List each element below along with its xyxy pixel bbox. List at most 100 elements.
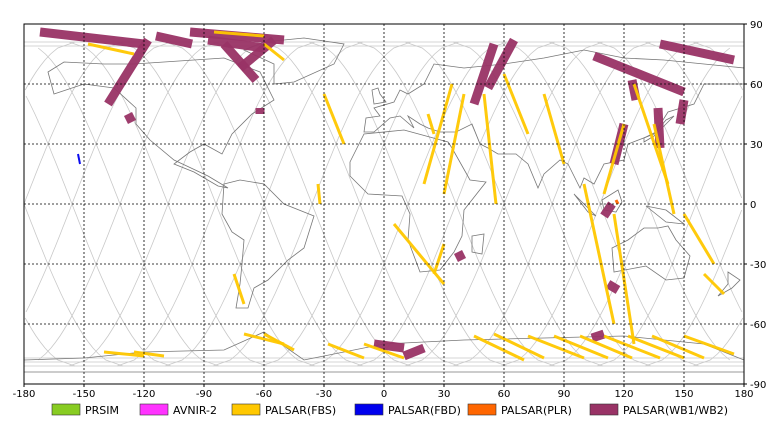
coastline <box>242 37 345 85</box>
coastline <box>573 193 597 217</box>
legend-label: PALSAR(FBS) <box>265 404 336 417</box>
grid-lines <box>24 24 744 384</box>
swath-wb <box>402 343 426 361</box>
swath-fbs <box>482 93 498 205</box>
swath-fbs <box>392 223 446 285</box>
swath-fbs <box>243 332 285 346</box>
swath-fbs <box>683 334 735 356</box>
swath-layer <box>39 27 735 362</box>
x-tick-label: 90 <box>558 389 571 400</box>
swath-fbs <box>682 213 716 265</box>
coastline <box>47 57 275 189</box>
swath-fbs <box>553 334 609 360</box>
swath-wb <box>592 51 686 97</box>
swath-fbd <box>77 153 81 165</box>
legend-label: PALSAR(PLR) <box>501 404 572 417</box>
x-tick-label: -150 <box>73 389 96 400</box>
coastline <box>471 233 485 255</box>
coastline <box>601 189 623 213</box>
swath-fbs <box>432 243 446 275</box>
swath-wb <box>220 41 260 83</box>
swath-fbs <box>316 183 322 205</box>
legend-label: AVNIR-2 <box>173 404 217 417</box>
swath-fbs <box>87 42 135 56</box>
swath-fbs <box>232 273 246 305</box>
x-tick-label: 0 <box>381 389 387 400</box>
swath-fbs <box>582 183 616 325</box>
swath-wb <box>469 42 499 106</box>
legend-swatch <box>231 403 261 416</box>
swath-wb <box>484 37 518 91</box>
swath-fbs <box>263 42 285 62</box>
swath-fbs <box>363 342 405 360</box>
swath-fbs <box>603 334 661 360</box>
swath-fbs <box>651 334 705 360</box>
swath-wb <box>653 107 665 149</box>
swath-fbs <box>602 123 626 195</box>
swath-wb <box>373 339 405 353</box>
y-tick-labels: -90 -60 -30 0 30 60 90 <box>744 20 766 391</box>
coastline <box>221 179 315 309</box>
swath-fbs <box>133 350 165 358</box>
coastline <box>611 225 691 281</box>
legend-label: PRSIM <box>85 404 119 417</box>
swath-fbs <box>493 332 545 360</box>
swath-wb <box>659 39 735 65</box>
swath-wb <box>605 280 621 294</box>
orbit-track <box>23 41 743 367</box>
x-tick-label: -120 <box>133 389 156 400</box>
swath-wb <box>627 79 641 101</box>
swath-fbs <box>527 334 585 360</box>
orbit-track <box>24 41 743 367</box>
swath-wb <box>675 99 689 125</box>
swath-fbs <box>473 334 525 362</box>
legend-swatch <box>354 403 384 416</box>
x-tick-label: -30 <box>316 389 332 400</box>
swath-fbs <box>422 83 454 185</box>
swath-fbs <box>579 334 633 360</box>
swath-fbs <box>542 93 566 165</box>
swath-fbs <box>426 113 436 135</box>
legend-swatch <box>467 403 497 416</box>
legend-label: PALSAR(FBD) <box>388 404 461 417</box>
orbit-track <box>548 41 731 361</box>
x-tick-label: 180 <box>734 389 753 400</box>
y-tick-label: -30 <box>750 260 766 271</box>
x-tick-label: 120 <box>614 389 633 400</box>
swath-fbs <box>213 30 265 38</box>
y-tick-label: 90 <box>750 20 763 31</box>
swath-fbs <box>322 93 346 145</box>
legend-label: PALSAR(WB1/WB2) <box>623 404 728 417</box>
coastline <box>371 87 387 105</box>
swath-wb <box>207 35 265 53</box>
swath-fbs <box>652 123 676 215</box>
y-tick-label: -60 <box>750 320 766 331</box>
coastline <box>349 129 487 273</box>
orbit-track <box>23 41 743 367</box>
swath-plr <box>614 199 620 205</box>
swath-fbs <box>627 334 685 360</box>
legend-swatch <box>51 403 81 416</box>
swath-wb <box>104 37 152 107</box>
swath-wb <box>39 27 145 49</box>
swath-fbs <box>702 272 726 296</box>
legend-swatch <box>589 403 619 416</box>
swath-wb <box>123 111 137 125</box>
x-tick-label: 30 <box>438 389 451 400</box>
y-tick-label: 60 <box>750 80 763 91</box>
swath-wb <box>600 201 616 219</box>
x-tick-label: -60 <box>256 389 272 400</box>
swath-wb <box>453 249 467 263</box>
swath-wb <box>189 27 285 45</box>
swath-fbs <box>327 342 365 360</box>
x-tick-label: -90 <box>196 389 212 400</box>
x-tick-label: -180 <box>13 389 36 400</box>
swath-fbs <box>612 213 636 345</box>
swath-fbs <box>103 350 145 358</box>
x-tick-label: 60 <box>498 389 511 400</box>
y-tick-label: 30 <box>750 140 763 151</box>
legend-swatch <box>139 403 169 416</box>
y-tick-label: 0 <box>750 200 756 211</box>
swath-wb <box>590 329 606 343</box>
